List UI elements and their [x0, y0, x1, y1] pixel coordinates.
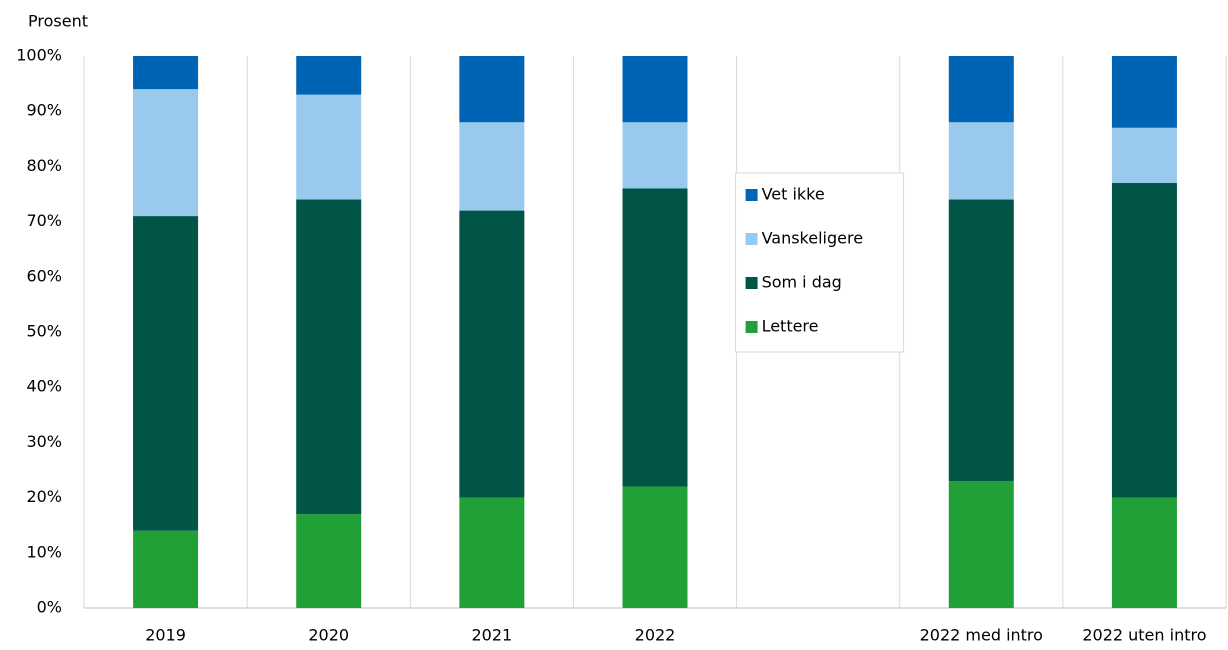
legend-label: Vet ikke: [762, 185, 825, 204]
y-tick-label: 90%: [26, 101, 62, 120]
bar-segment: [1111, 497, 1177, 608]
legend-label: Vanskeligere: [762, 229, 863, 248]
x-tick-label: 2022 med intro: [920, 626, 1043, 645]
y-tick-label: 0%: [37, 598, 62, 617]
bar-segment: [622, 56, 688, 123]
y-axis-label: Prosent: [28, 12, 88, 31]
y-tick-label: 50%: [26, 322, 62, 341]
bar-segment: [133, 216, 199, 531]
x-tick-label: 2019: [145, 626, 186, 645]
y-tick-label: 70%: [26, 211, 62, 230]
x-tick-label: 2022: [635, 626, 676, 645]
bar-segment: [459, 210, 525, 498]
bar-segment: [133, 530, 199, 608]
legend-swatch: [745, 233, 758, 245]
bar-segment: [296, 56, 362, 95]
bar-segment: [133, 56, 199, 90]
bar-segment: [1111, 182, 1177, 498]
y-tick-label: 100%: [16, 46, 62, 65]
bar-segment: [459, 56, 525, 123]
bar-segment: [459, 497, 525, 608]
legend-box: [735, 172, 905, 353]
legend-swatch: [745, 277, 758, 289]
x-tick-label: 2021: [471, 626, 512, 645]
y-tick-label: 40%: [26, 377, 62, 396]
bar-segment: [948, 122, 1014, 200]
y-tick-label: 80%: [26, 156, 62, 175]
bar-segment: [622, 122, 688, 189]
x-tick-label: 2020: [308, 626, 349, 645]
bar-segment: [296, 514, 362, 608]
y-tick-label: 20%: [26, 487, 62, 506]
bar-segment: [296, 94, 362, 200]
bar-segment: [1111, 127, 1177, 183]
bar-segment: [948, 481, 1014, 608]
y-tick-label: 60%: [26, 266, 62, 285]
bar-segment: [459, 122, 525, 211]
bar-segment: [1111, 56, 1177, 128]
bar-segment: [948, 56, 1014, 123]
bar-segment: [622, 188, 688, 487]
bar-segment: [948, 199, 1014, 482]
bar-segment: [622, 486, 688, 608]
legend-label: Lettere: [762, 317, 819, 336]
legend-swatch: [745, 321, 758, 333]
legend-label: Som i dag: [762, 273, 842, 292]
bar-segment: [296, 199, 362, 515]
y-tick-label: 10%: [26, 542, 62, 561]
y-tick-label: 30%: [26, 432, 62, 451]
bar-segment: [133, 89, 199, 217]
legend-swatch: [745, 189, 758, 201]
x-tick-label: 2022 uten intro: [1082, 626, 1206, 645]
